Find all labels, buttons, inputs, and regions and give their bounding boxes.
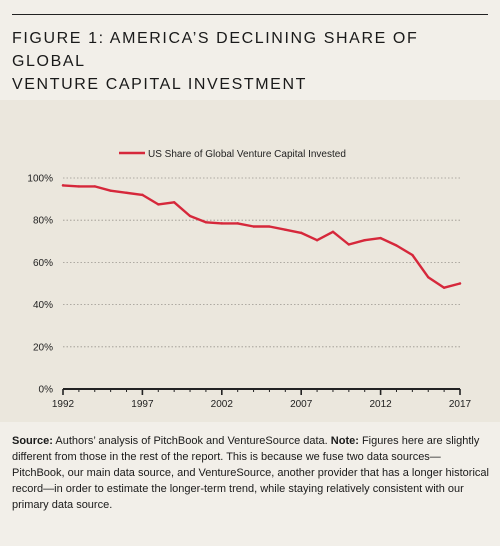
y-tick-label: 80% [33, 216, 53, 227]
data-point [252, 225, 255, 228]
y-tick-label: 100% [27, 174, 53, 185]
figure-title-line-2: VENTURE CAPITAL INVESTMENT [12, 76, 307, 93]
line-chart: 0% 20% 40% 60% 80% 100% 1992 1997 2002 2007 2012 20… [27, 149, 472, 410]
data-point [204, 221, 208, 224]
x-tick-label: 2012 [369, 399, 392, 410]
source-note: Source: Authors’ analysis of PitchBook a… [12, 433, 490, 513]
data-point [347, 243, 351, 246]
note-text: Figures here are slightly different from… [12, 435, 489, 511]
data-point [93, 185, 96, 188]
data-point [172, 201, 176, 204]
x-tick-label: 1992 [52, 399, 75, 410]
figure-title-line-1: FIGURE 1: AMERICA’S DECLINING SHARE OF G… [12, 30, 419, 70]
data-point [300, 231, 303, 235]
data-point [458, 282, 462, 285]
y-tick-label: 20% [33, 342, 53, 353]
x-tick-label: 2007 [290, 399, 313, 410]
data-point [109, 189, 112, 192]
note-label: Note: [330, 435, 359, 447]
data-point [442, 286, 446, 289]
data-point [411, 253, 414, 257]
data-point [427, 275, 430, 279]
x-tick-label: 1997 [131, 399, 154, 410]
data-point [125, 191, 128, 194]
data-point [268, 225, 271, 228]
data-point [77, 185, 81, 188]
source-label: Source: [12, 435, 53, 447]
figure-title: FIGURE 1: AMERICA’S DECLINING SHARE OF G… [12, 27, 492, 96]
y-tick-label: 40% [33, 300, 53, 311]
series-line-us-share [61, 184, 462, 289]
data-point [141, 193, 144, 197]
data-point [395, 244, 398, 247]
data-point [61, 184, 65, 187]
y-tick-label: 0% [39, 385, 54, 396]
data-point [315, 239, 319, 242]
x-tick-label: 2002 [211, 399, 234, 410]
source-text: Authors’ analysis of PitchBook and Ventu… [52, 435, 331, 447]
data-point [157, 203, 160, 206]
top-rule [12, 14, 488, 15]
legend-label: US Share of Global Venture Capital Inves… [148, 149, 346, 160]
data-point [379, 236, 382, 240]
y-tick-label: 60% [33, 258, 53, 269]
data-point [363, 239, 366, 242]
data-point [188, 214, 192, 218]
data-point [284, 228, 287, 231]
data-point [236, 222, 239, 225]
data-point [331, 230, 335, 234]
data-point [220, 222, 223, 225]
x-tick-label: 2017 [449, 399, 472, 410]
